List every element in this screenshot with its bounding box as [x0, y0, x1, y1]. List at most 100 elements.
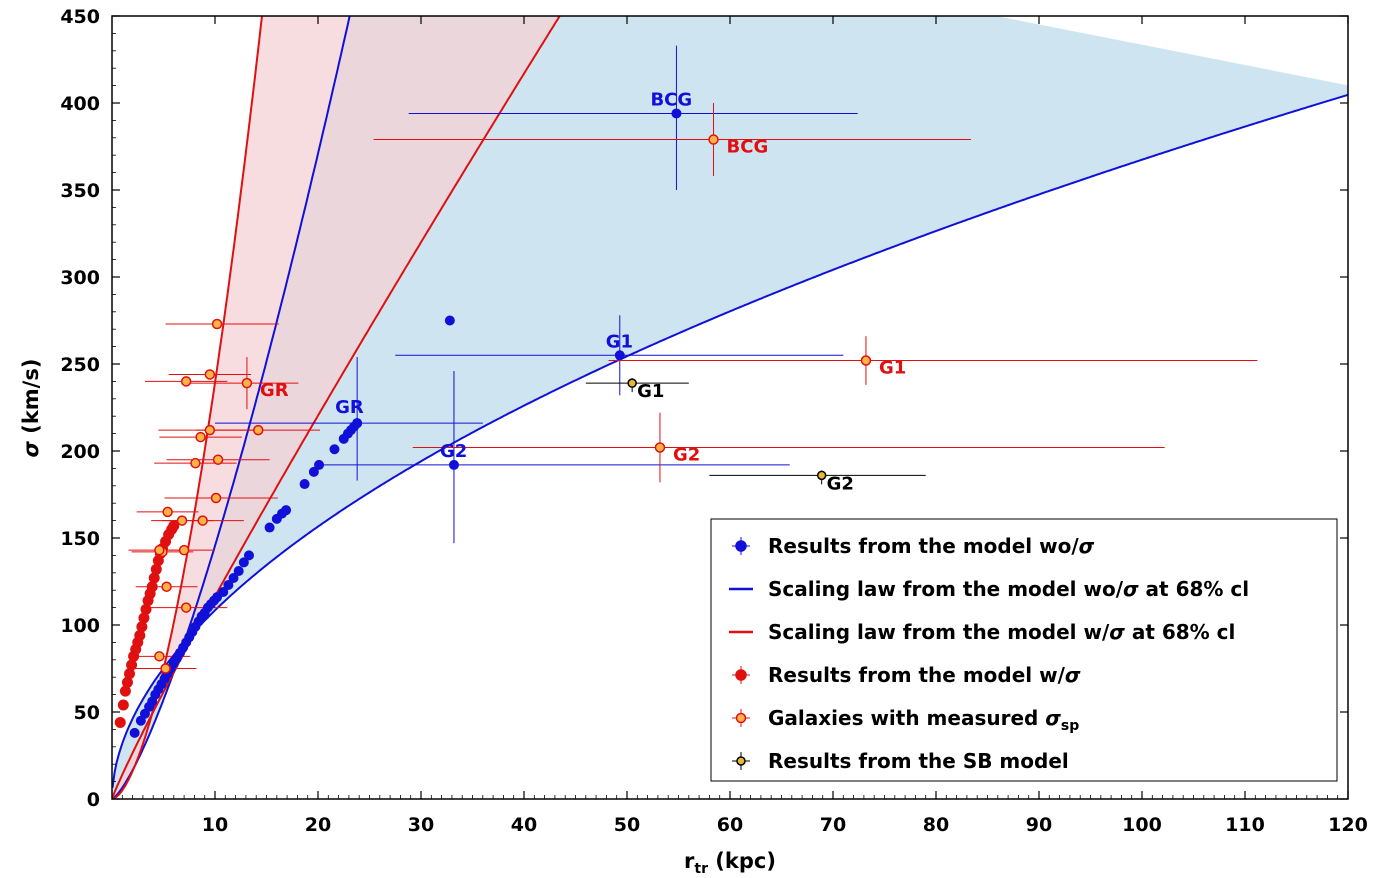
red-model-point: [134, 629, 146, 641]
x-tick-label: 50: [614, 814, 640, 836]
red-point-label: G1: [879, 358, 906, 379]
red-model-point: [140, 603, 152, 615]
x-tick-label: 20: [305, 814, 331, 836]
blue-point-label: BCG: [650, 89, 692, 110]
galaxy-measured-point: [161, 581, 172, 592]
sb-point-label: G2: [827, 473, 854, 494]
y-tick-label: 0: [87, 789, 100, 811]
legend-box: [710, 518, 1338, 782]
y-tick-label: 300: [60, 267, 100, 289]
y-tick-label: 100: [60, 615, 100, 637]
galaxy-measured-point: [190, 457, 201, 469]
y-tick-label: 350: [60, 180, 100, 202]
red-model-point: [146, 581, 158, 593]
legend: Results from the model wo/σ Scaling law f…: [710, 518, 1338, 782]
blue-model-point: [218, 586, 229, 597]
blue-model-point: [281, 505, 292, 516]
blue-model-point: [228, 573, 239, 584]
legend-label: Results from the model w/σ: [768, 663, 1081, 687]
galaxy-measured-point: [253, 424, 264, 436]
y-axis-title: σ (km/s): [19, 359, 43, 458]
galaxy-measured-point: [180, 376, 192, 387]
blue-model-point: [299, 479, 310, 490]
galaxy-measured-point: [180, 602, 192, 613]
galaxy-measured-point: [241, 377, 253, 389]
galaxy-measured-point: [210, 492, 222, 504]
blue-point-label: G1: [606, 331, 633, 352]
red-point-label: GR: [260, 380, 289, 401]
y-tick-label: 400: [60, 93, 100, 115]
blue-model-point: [314, 459, 325, 470]
y-tick-label: 150: [60, 528, 100, 550]
blue-labeled-point: [671, 108, 682, 119]
orange-dot-swatch: [735, 712, 747, 724]
red-point-label: G2: [673, 445, 700, 466]
blue-model-point: [223, 579, 234, 590]
galaxy-measured-point: [178, 544, 190, 556]
red-model-point: [148, 572, 160, 584]
galaxy-measured-point: [204, 424, 216, 436]
red-dot-swatch: [735, 669, 747, 681]
legend-label: Results from the SB model: [768, 749, 1069, 773]
blue-model-point: [329, 444, 340, 455]
galaxy-measured-point: [154, 544, 165, 556]
sb-point-label: G1: [637, 381, 664, 402]
blue-dot-swatch: [735, 540, 747, 552]
blue-point-label: GR: [335, 397, 364, 418]
error-bars: [128, 45, 1258, 669]
blue-model-point: [233, 566, 244, 577]
point-labels: BCG G1 GR G2 BCG G1 G2 GR G1 G2: [260, 89, 906, 494]
y-tick-label: 250: [60, 354, 100, 376]
blue-model-point: [243, 550, 254, 561]
red-confidence-band: [112, 16, 560, 799]
galaxy-measured-point: [197, 515, 208, 526]
blue-labeled-point: [352, 418, 363, 429]
legend-label: Scaling law from the model wo/σ at 68% c…: [768, 577, 1249, 601]
red-point-label: BCG: [727, 137, 769, 158]
x-tick-label: 70: [820, 814, 846, 836]
blue-model-point: [238, 557, 249, 568]
y-tick-label: 200: [60, 441, 100, 463]
x-tick-label: 120: [1328, 814, 1368, 836]
galaxy-measured-point: [162, 506, 173, 518]
red-model-point: [117, 699, 129, 711]
red-model-point: [121, 676, 133, 688]
y-axis: 0 50 100 150 200 250 300 350 400 450: [60, 6, 1348, 811]
x-tick-label: 10: [202, 814, 228, 836]
galaxy-measured-point: [204, 369, 216, 380]
galaxy-measured-point: [860, 355, 872, 366]
x-tick-label: 90: [1026, 814, 1052, 836]
blue-labeled-point: [448, 459, 459, 470]
red-scaling-law-upper: [112, 16, 263, 799]
legend-label: Scaling law from the model w/σ at 68% cl: [768, 620, 1235, 644]
red-model-point: [124, 668, 136, 680]
galaxy-measured-point: [154, 651, 165, 662]
red-model-point: [150, 563, 162, 575]
x-tick-label: 40: [511, 814, 537, 836]
scaling-law-bands: [112, 16, 1348, 799]
red-model-point: [114, 716, 126, 728]
blue-model-point: [308, 466, 319, 477]
x-tick-label: 80: [923, 814, 949, 836]
galaxy-measured-point: [160, 663, 171, 674]
galaxy-measured-point: [654, 442, 666, 453]
blue-labeled-point: [614, 350, 625, 361]
gold-dot-swatch: [736, 756, 746, 766]
y-tick-label: 50: [74, 702, 100, 724]
y-tick-label: 450: [60, 6, 100, 28]
sb-model-point: [816, 470, 827, 481]
red-model-point: [168, 520, 180, 532]
sb-model-point: [627, 378, 637, 388]
legend-label: Results from the model wo/σ: [768, 534, 1095, 558]
galaxy-measured-point: [195, 431, 206, 443]
galaxy-measured-point: [212, 454, 224, 465]
blue-model-point: [444, 315, 455, 326]
x-tick-label: 30: [408, 814, 434, 836]
red-model-point: [138, 612, 150, 624]
blue-model-point: [129, 727, 140, 738]
x-tick-label: 110: [1225, 814, 1265, 836]
blue-scaling-law-lower: [112, 93, 1348, 788]
galaxy-measured-point: [708, 134, 719, 145]
blue-scaling-law-upper: [112, 16, 351, 799]
